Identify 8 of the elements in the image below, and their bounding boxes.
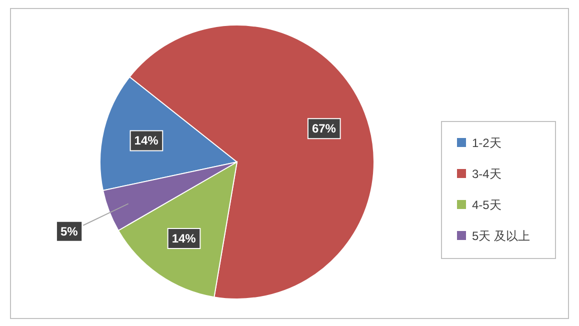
legend-label: 3-4天	[472, 167, 502, 181]
legend-label: 5天 及以上	[472, 229, 530, 243]
data-label: 67%	[312, 122, 336, 136]
data-label: 5%	[60, 224, 78, 238]
legend-label: 1-2天	[472, 136, 502, 150]
data-label: 14%	[172, 232, 196, 246]
legend-label: 4-5天	[472, 198, 502, 212]
data-label: 14%	[134, 134, 159, 148]
